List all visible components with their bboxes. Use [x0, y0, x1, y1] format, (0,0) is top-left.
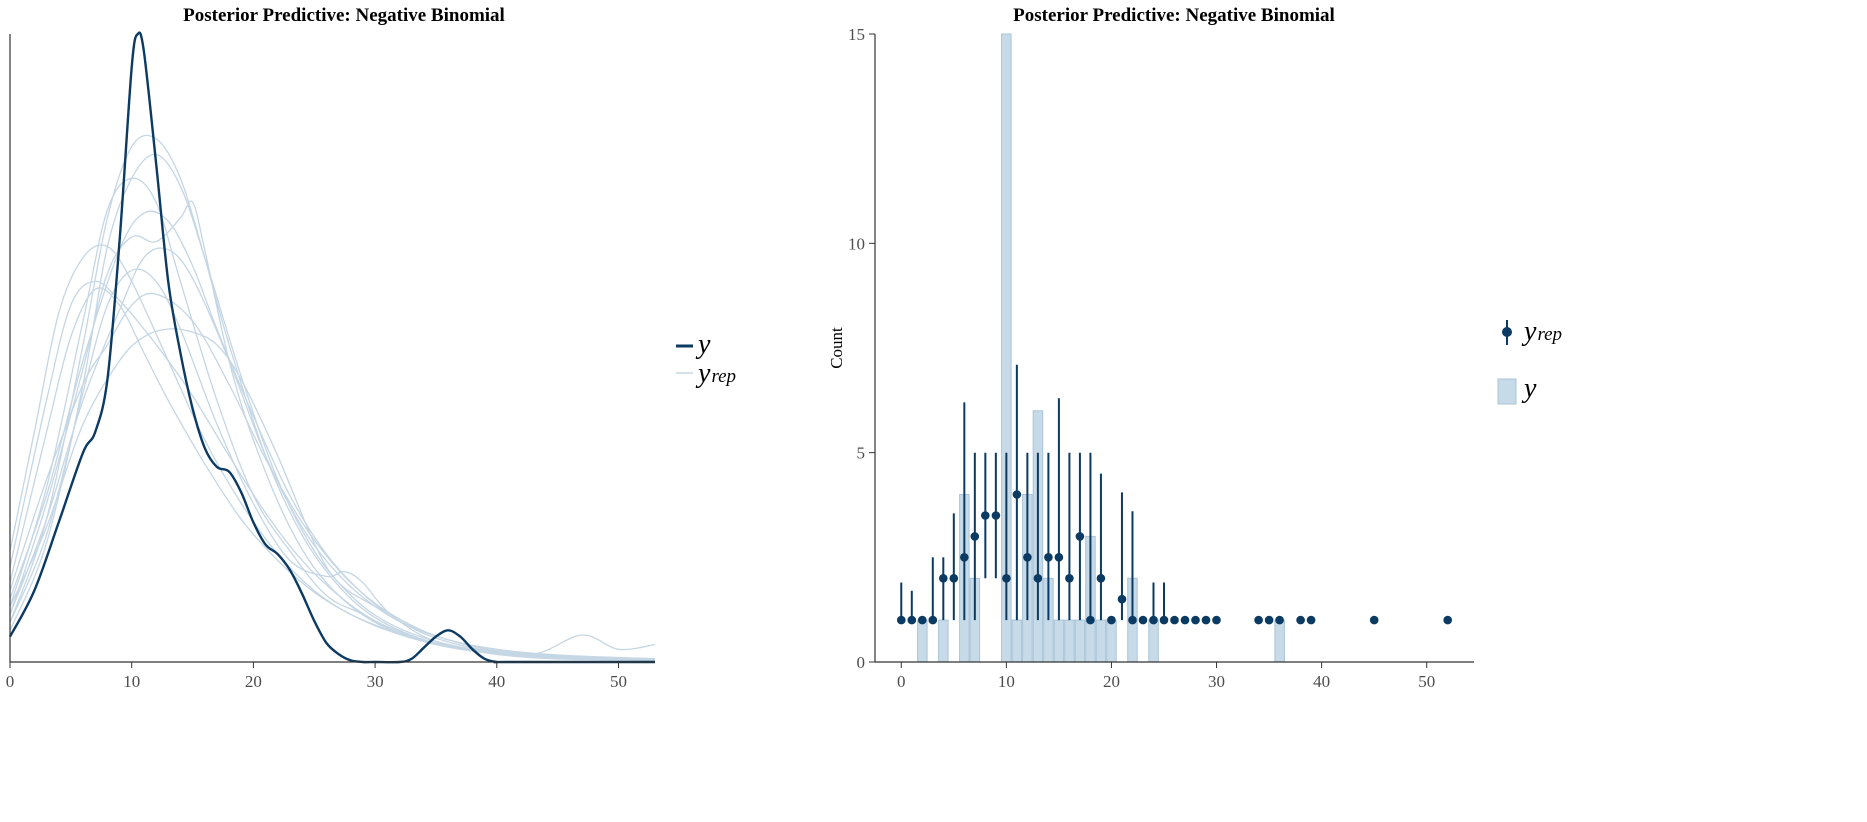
yrep-median-point: [1096, 574, 1106, 583]
right-y-tick-label: 10: [848, 234, 865, 253]
right-x-tick-label: 0: [897, 672, 906, 691]
yrep-median-point: [1306, 615, 1316, 625]
yrep-median-point: [1044, 553, 1053, 562]
left-chart-title: Posterior Predictive: Negative Binomial: [183, 5, 505, 26]
yrep-median-point: [1128, 615, 1137, 625]
left-x-tick-label: 10: [123, 672, 140, 691]
yrep-median-point: [1033, 574, 1043, 583]
yrep-median-point: [1264, 615, 1274, 625]
replicate-density-line-12: [9, 280, 656, 662]
yrep-median-point: [960, 553, 969, 562]
legend-y-label: y: [695, 329, 711, 360]
observed-count-bar: [1106, 619, 1117, 663]
right-y-tick-label: 0: [857, 653, 866, 672]
right-legend: yrep y: [1497, 316, 1562, 405]
replicate-density-line-8: [9, 153, 656, 662]
yrep-median-point: [1075, 532, 1085, 541]
yrep-median-point: [949, 574, 959, 583]
legend-yrep-point-key: [1502, 327, 1512, 337]
yrep-median-point: [1138, 615, 1148, 625]
replicate-density-line-7: [9, 247, 656, 660]
yrep-median-point: [1023, 553, 1032, 562]
legend-y-bar-key: [1497, 378, 1517, 405]
yrep-median-point: [1107, 615, 1116, 625]
legend-yrep-label-right: yrep: [1521, 316, 1562, 347]
right-y-ticks: 0 5 10 15: [848, 25, 875, 672]
yrep-median-point: [1191, 615, 1200, 625]
yrep-median-point: [1086, 615, 1095, 625]
legend-yrep-label: yrep: [695, 358, 736, 389]
left-x-tick-label: 30: [367, 672, 384, 691]
right-x-tick-label: 20: [1103, 672, 1120, 691]
yrep-median-point: [1296, 615, 1305, 625]
yrep-median-point: [1275, 615, 1284, 625]
yrep-median-point: [1212, 615, 1221, 625]
yrep-median-point: [1012, 490, 1022, 499]
right-x-tick-label: 50: [1418, 672, 1435, 691]
observed-count-bar: [938, 619, 949, 663]
yrep-median-point: [1369, 615, 1379, 625]
count-panel: Posterior Predictive: Negative Binomial …: [827, 5, 1562, 691]
yrep-median-point: [897, 615, 906, 625]
right-y-tick-label: 5: [857, 444, 866, 463]
yrep-median-point: [1170, 615, 1179, 625]
replicated-point-ranges: [897, 364, 1452, 625]
replicate-density-lines: [9, 134, 656, 662]
observed-count-bar: [917, 619, 928, 663]
yrep-median-point: [1065, 574, 1074, 583]
observed-count-bar: [1095, 619, 1107, 663]
left-x-tick-label: 20: [245, 672, 262, 691]
observed-count-bar: [1011, 619, 1023, 663]
left-x-tick-label: 40: [488, 672, 505, 691]
yrep-median-point: [1002, 574, 1011, 583]
observed-count-bar: [1148, 619, 1159, 663]
yrep-median-point: [1149, 615, 1158, 625]
yrep-median-point: [1201, 615, 1211, 625]
right-x-ticks: 0 10 20 30 40 50: [897, 662, 1435, 691]
right-x-tick-label: 40: [1313, 672, 1330, 691]
yrep-median-point: [981, 511, 990, 520]
yrep-median-point: [991, 511, 1001, 520]
yrep-median-point: [907, 615, 917, 625]
density-panel: Posterior Predictive: Negative Binomial …: [6, 5, 736, 691]
right-y-tick-label: 15: [848, 25, 865, 44]
yrep-median-point: [918, 615, 927, 625]
legend-y-label-right: y: [1521, 373, 1537, 404]
yrep-median-point: [970, 532, 980, 541]
yrep-median-point: [1443, 615, 1452, 625]
yrep-median-point: [1117, 594, 1127, 604]
replicate-density-line-11: [9, 292, 656, 660]
right-x-tick-label: 10: [998, 672, 1015, 691]
left-legend: y yrep: [676, 329, 736, 389]
yrep-median-point: [1159, 615, 1169, 625]
observed-count-bar: [1064, 619, 1075, 663]
observed-count-bar: [1074, 619, 1086, 663]
right-x-tick-label: 30: [1208, 672, 1225, 691]
replicate-density-line-5: [9, 268, 656, 662]
observed-count-bar: [1053, 619, 1065, 663]
observed-density-line-group: [8, 31, 655, 664]
yrep-median-point: [1180, 615, 1190, 625]
left-x-tick-label: 0: [6, 672, 15, 691]
yrep-median-point: [1254, 615, 1263, 625]
left-x-tick-label: 50: [610, 672, 627, 691]
observed-density-line: [8, 31, 655, 664]
right-chart-title: Posterior Predictive: Negative Binomial: [1013, 5, 1335, 26]
yrep-median-point: [928, 615, 938, 625]
yrep-median-point: [939, 574, 948, 583]
yrep-median-point: [1054, 553, 1064, 562]
replicate-density-line-10: [9, 210, 656, 662]
observed-count-bar: [1274, 619, 1285, 663]
replicate-density-line-6: [9, 287, 656, 662]
left-x-ticks: 0 10 20 30 40 50: [6, 662, 627, 691]
right-y-axis-title: Count: [827, 327, 846, 369]
